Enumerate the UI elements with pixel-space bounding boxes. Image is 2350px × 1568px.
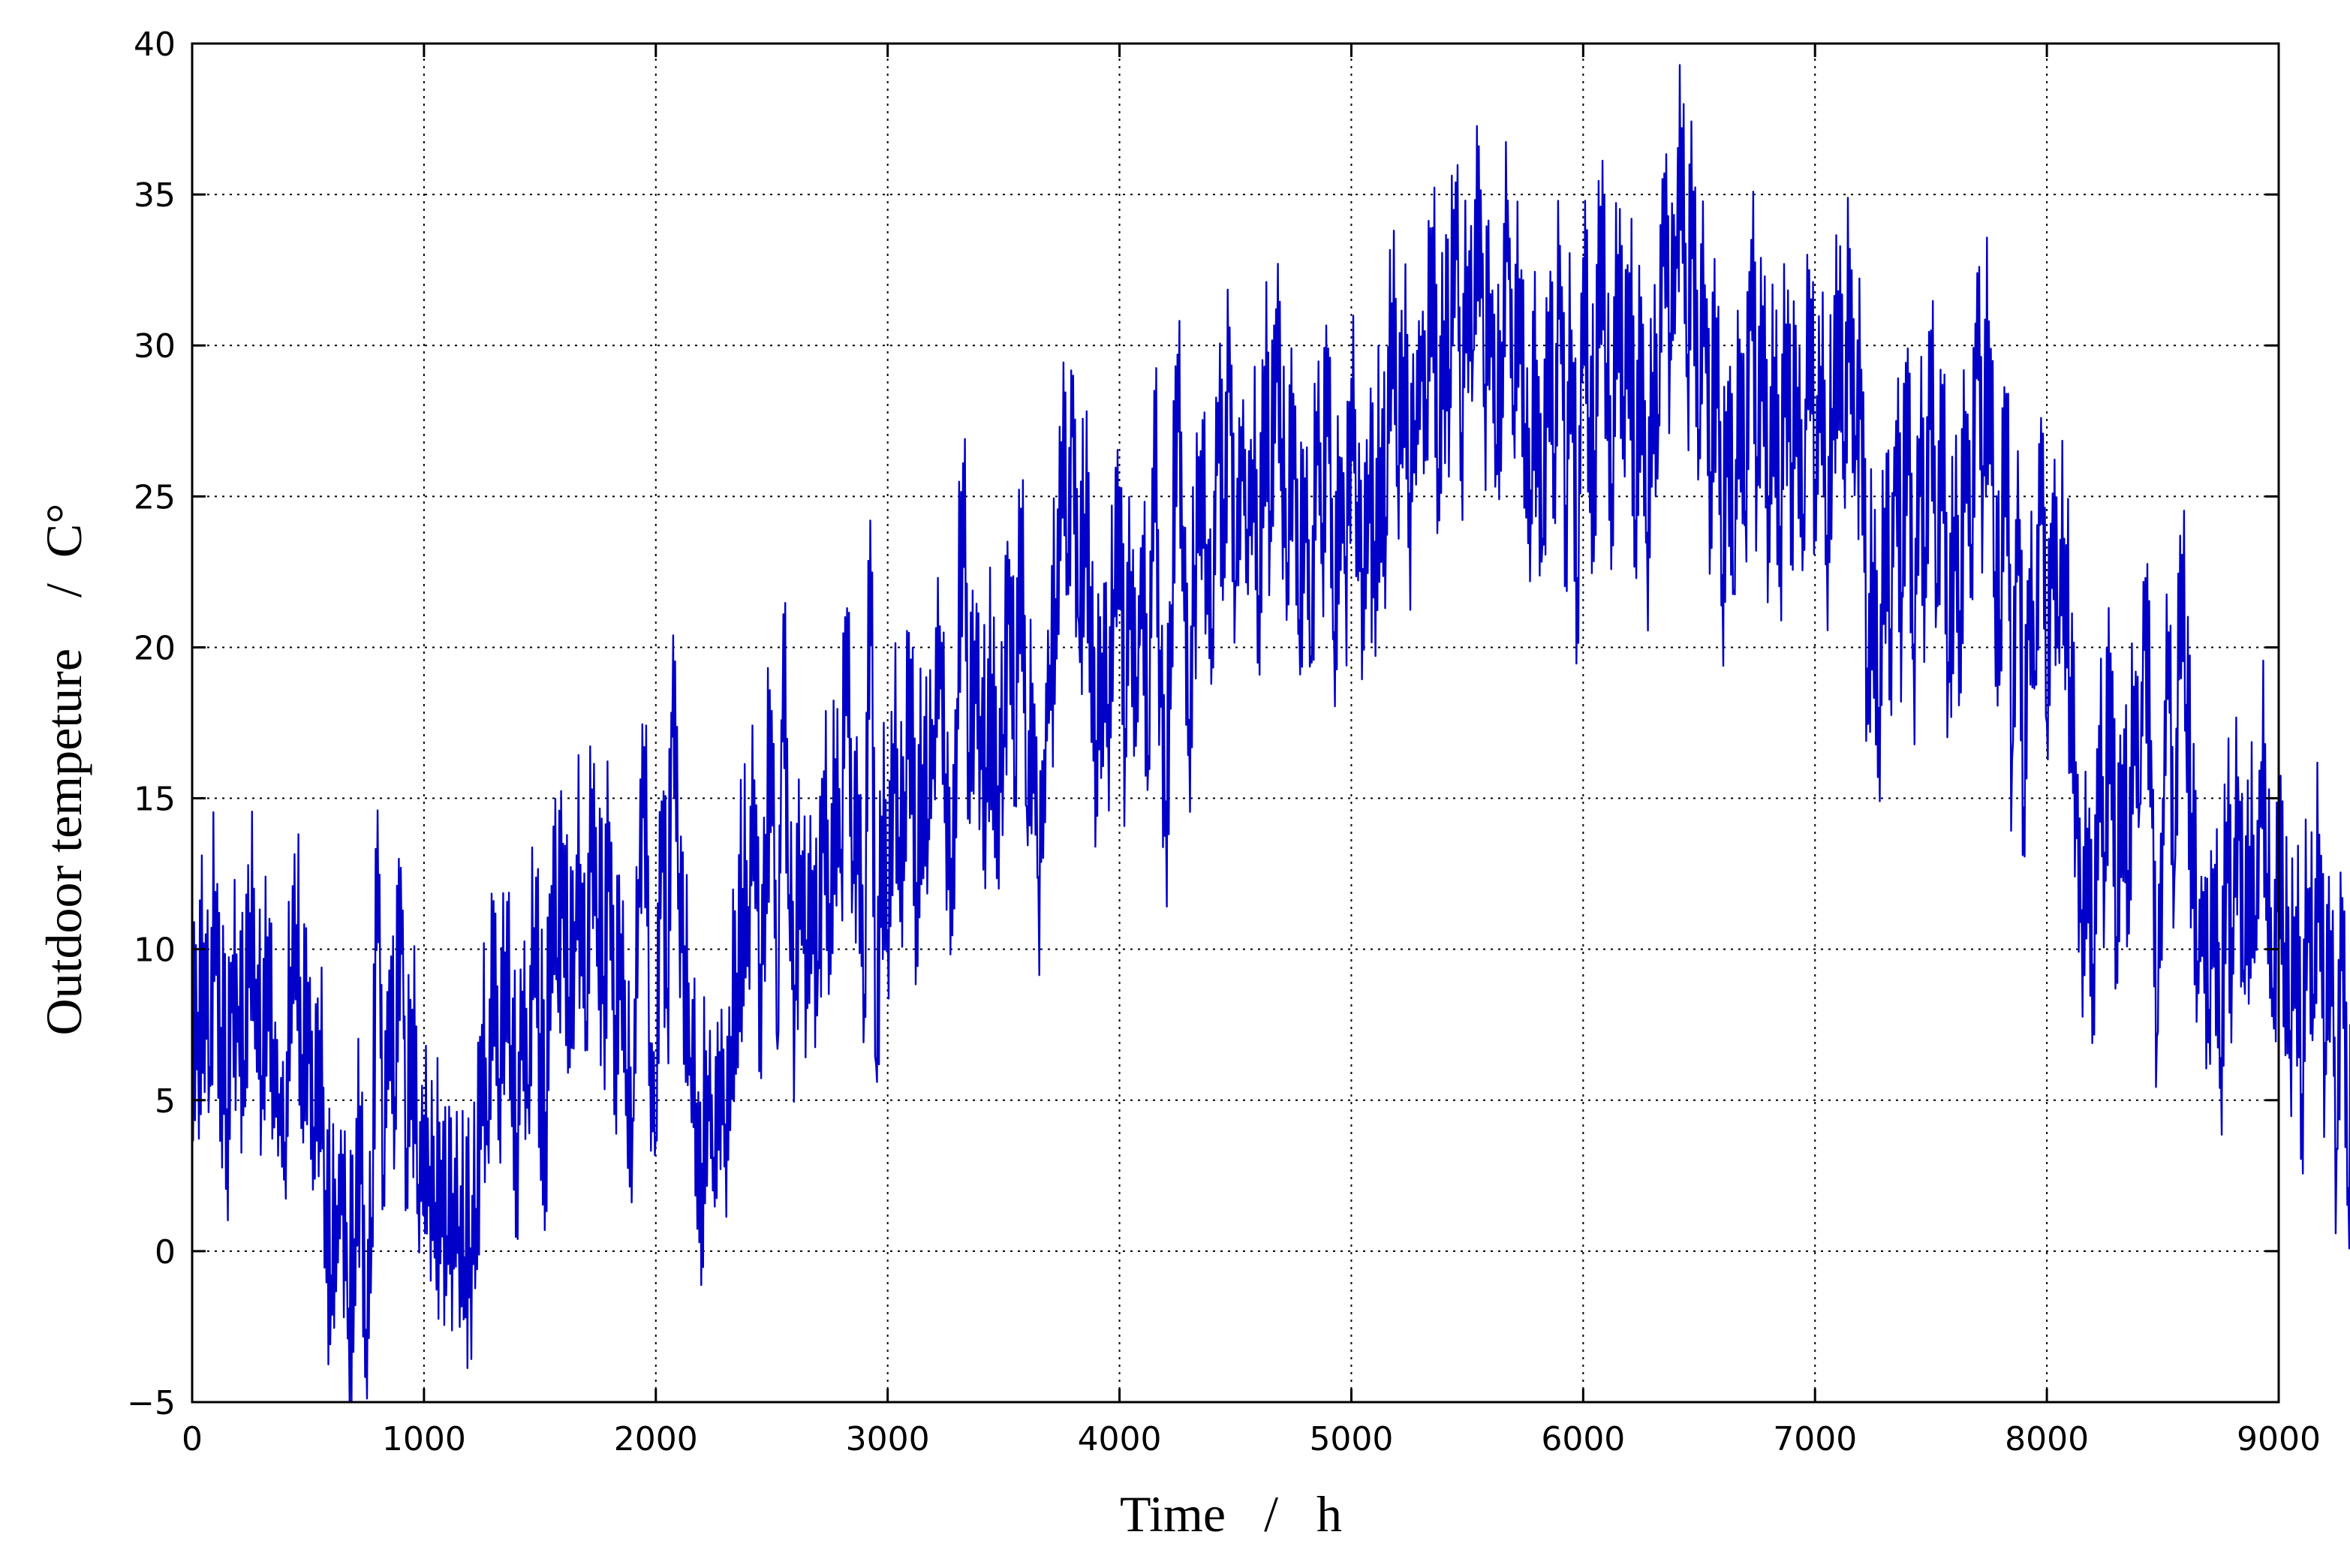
- tick-layer: 0 1000 2000 3000 4000 5000 6000 7000 8000 9000−50…: [127, 26, 2321, 1458]
- x-tick-label: 4000: [1078, 1420, 1162, 1458]
- y-tick-label: 15: [134, 781, 176, 819]
- y-tick-label: 5: [155, 1082, 176, 1121]
- x-axis-title: Time / h: [1120, 1485, 1342, 1542]
- y-tick-label: −5: [127, 1384, 176, 1422]
- x-tick-label: 5000: [1309, 1420, 1393, 1458]
- temperature-series-line: [191, 64, 2350, 1404]
- y-tick-label: 40: [134, 26, 176, 64]
- plot-area-frame: [191, 42, 2280, 1404]
- x-tick-label: 2000: [614, 1420, 698, 1458]
- x-tick-label: 1000: [382, 1420, 466, 1458]
- x-tick-label: 6000: [1541, 1420, 1625, 1458]
- y-tick-label: 10: [134, 931, 176, 970]
- x-tick-label: 7000: [1773, 1420, 1857, 1458]
- y-axis-title: Outdoor tempeture / C°: [35, 504, 92, 1036]
- y-tick-label: 25: [134, 478, 176, 516]
- y-tick-label: 20: [134, 629, 176, 667]
- grid-layer: [192, 44, 2279, 1402]
- x-tick-label: 3000: [846, 1420, 930, 1458]
- y-tick-label: 35: [134, 176, 176, 215]
- x-tick-label: 0: [182, 1420, 203, 1458]
- x-tick-label: 9000: [2237, 1420, 2321, 1458]
- y-tick-label: 0: [155, 1233, 176, 1272]
- series-layer: [191, 64, 2350, 1404]
- x-tick-label: 8000: [2005, 1420, 2089, 1458]
- y-tick-label: 30: [134, 327, 176, 366]
